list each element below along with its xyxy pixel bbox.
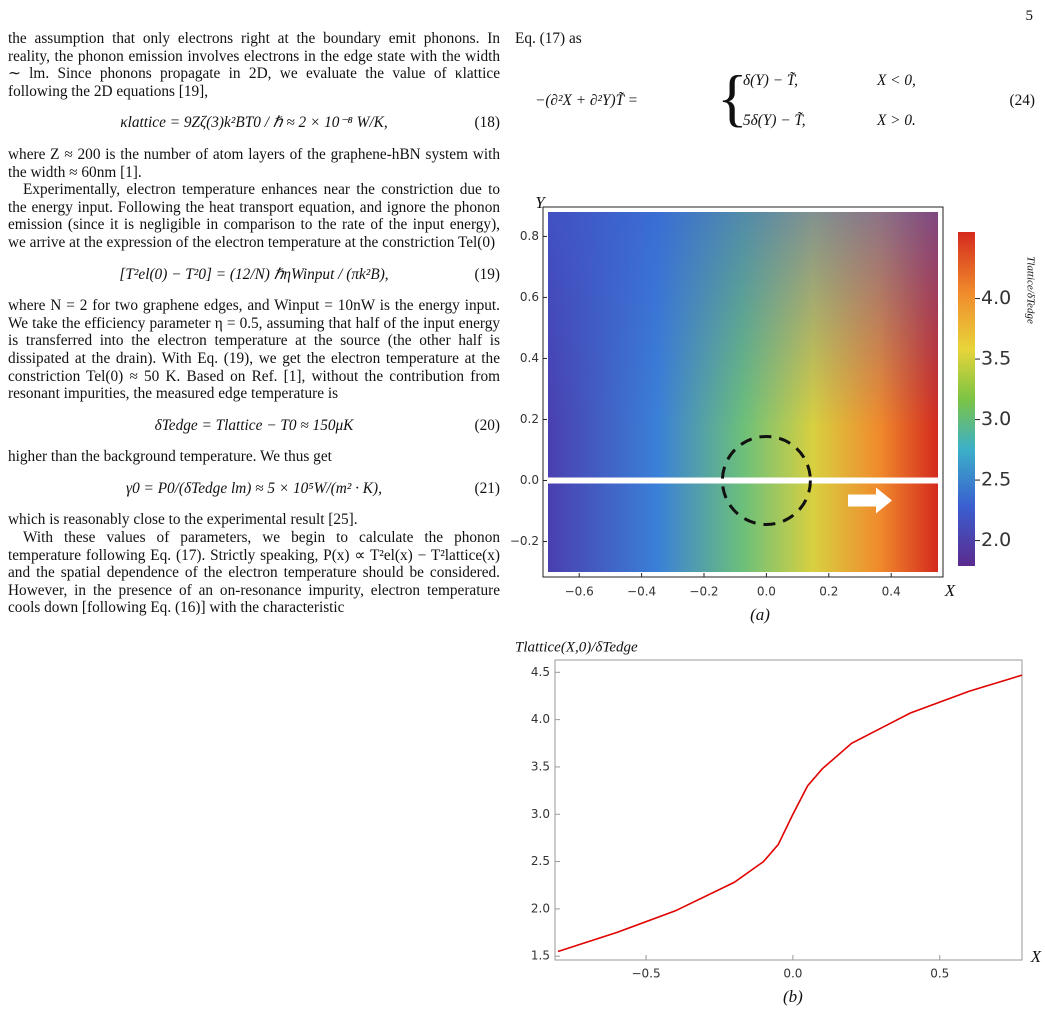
equation: [T²el(0) − T²0] = (12/N) ℏηWinput / (πk²… xyxy=(8,266,500,284)
y-tick-label: 0.0 xyxy=(520,473,539,487)
y-tick-label: 0.2 xyxy=(520,412,539,426)
y-axis-label: Y xyxy=(535,193,546,212)
plot-frame xyxy=(554,659,1023,961)
equation-body: [T²el(0) − T²0] = (12/N) ℏηWinput / (πk²… xyxy=(119,265,389,283)
colorbar-label: Tlattice/δTedge xyxy=(1024,256,1036,324)
equation-number: (20) xyxy=(474,416,501,434)
colorbar xyxy=(958,232,975,566)
equation-number: (21) xyxy=(474,479,501,497)
x-axis-label: X xyxy=(1030,947,1042,966)
x-tick-label: −0.4 xyxy=(627,585,656,599)
y-tick-label: 0.8 xyxy=(520,229,539,243)
colorbar-tick-label: 2.5 xyxy=(981,469,1011,491)
paragraph: With these values of parameters, we begi… xyxy=(8,529,500,617)
colorbar-tick-label: 4.0 xyxy=(981,287,1011,309)
equation-condition: X < 0, xyxy=(877,71,916,89)
caption: (a) xyxy=(750,605,770,624)
impurity-circle xyxy=(720,434,812,526)
paragraph: where Z ≈ 200 is the number of atom laye… xyxy=(8,145,500,181)
equation: γ0 = P0/(δTedge lm) ≈ 5 × 10⁵W/(m² · K),… xyxy=(8,480,500,498)
figure-b: −0.5 0.0 0.5 1.5 2.0 2.5 3.0 3.5 4.0 4.5 Tlattice(… xyxy=(515,639,1042,1005)
y-tick-label: 3.5 xyxy=(531,759,550,773)
equation-body: δTedge = Tlattice − T0 ≈ 150μK xyxy=(154,416,354,434)
curve xyxy=(557,674,1023,953)
x-axis-label: X xyxy=(944,581,956,600)
y-tick-label: −0.2 xyxy=(510,534,539,548)
right-column: Eq. (17) as −(∂²X + ∂²Y)T̃ = { δ(Y) − T̃… xyxy=(515,30,1035,158)
brace: { xyxy=(717,61,748,133)
equation-condition: X > 0. xyxy=(877,111,916,129)
paragraph: Eq. (17) as xyxy=(515,30,582,47)
equation: κlattice = 9Zζ(3)k²BT0 / ℏ ≈ 2 × 10⁻⁸ W/… xyxy=(8,114,500,132)
y-tick-label: 4.0 xyxy=(531,712,550,726)
y-tick-label: 2.5 xyxy=(531,854,550,868)
paragraph: higher than the background temperature. … xyxy=(8,448,332,466)
caption: (b) xyxy=(783,987,803,1006)
chart-title: Tlattice(X,0)/δTedge xyxy=(515,639,638,655)
figure-a: −0.6 −0.4 −0.2 0.0 0.2 0.4 −0.2 0.0 0.2 0.4 0.6 0.8… xyxy=(510,193,1037,624)
paragraph: where N = 2 for two graphene edges, and … xyxy=(8,297,500,403)
y-tick-label: 4.5 xyxy=(531,665,550,679)
page-number: 5 xyxy=(1025,8,1034,24)
paragraph: Experimentally, electron temperature enh… xyxy=(8,181,500,251)
equation-lhs: −(∂²X + ∂²Y)T̃ = xyxy=(535,91,638,109)
paragraph: which is reasonably close to the experim… xyxy=(8,511,358,529)
paragraph: the assumption that only electrons right… xyxy=(8,30,500,100)
x-tick-label: 0.4 xyxy=(882,585,901,599)
equation-body: γ0 = P0/(δTedge lm) ≈ 5 × 10⁵W/(m² · K), xyxy=(126,479,382,497)
y-tick-label: 3.0 xyxy=(531,807,550,821)
heatmap-shade xyxy=(548,212,938,572)
y-tick-label: 2.0 xyxy=(531,901,550,915)
equation-body: κlattice = 9Zζ(3)k²BT0 / ℏ ≈ 2 × 10⁻⁸ W/… xyxy=(120,114,388,132)
equation-number: (18) xyxy=(474,114,501,132)
equation: δTedge = Tlattice − T0 ≈ 150μK (20) xyxy=(8,417,500,435)
x-tick-label: −0.5 xyxy=(631,967,660,981)
x-tick-label: 0.2 xyxy=(819,585,838,599)
plot-frame xyxy=(542,206,944,578)
x-tick-label: 0.0 xyxy=(757,585,776,599)
flow-arrow xyxy=(848,487,892,514)
colorbar-tick-label: 2.0 xyxy=(981,529,1011,551)
equation: −(∂²X + ∂²Y)T̃ = { δ(Y) − T̃, X < 0, 5δ(… xyxy=(515,48,1035,158)
x-tick-label: −0.6 xyxy=(565,585,594,599)
y-tick-label: 0.6 xyxy=(520,290,539,304)
y-tick-label: 0.4 xyxy=(520,351,539,365)
left-column: the assumption that only electrons right… xyxy=(8,30,500,617)
x-tick-label: 0.5 xyxy=(930,967,949,981)
y-tick-label: 1.5 xyxy=(531,949,550,963)
equation-case: 5δ(Y) − T̃, xyxy=(743,111,806,129)
equation-number: (19) xyxy=(474,265,501,283)
x-tick-label: −0.2 xyxy=(689,585,718,599)
equation-case: δ(Y) − T̃, xyxy=(743,71,798,89)
colorbar-tick-label: 3.5 xyxy=(981,348,1011,370)
x-tick-label: 0.0 xyxy=(783,967,802,981)
colorbar-tick-label: 3.0 xyxy=(981,408,1011,430)
equation-number: (24) xyxy=(1009,91,1036,109)
